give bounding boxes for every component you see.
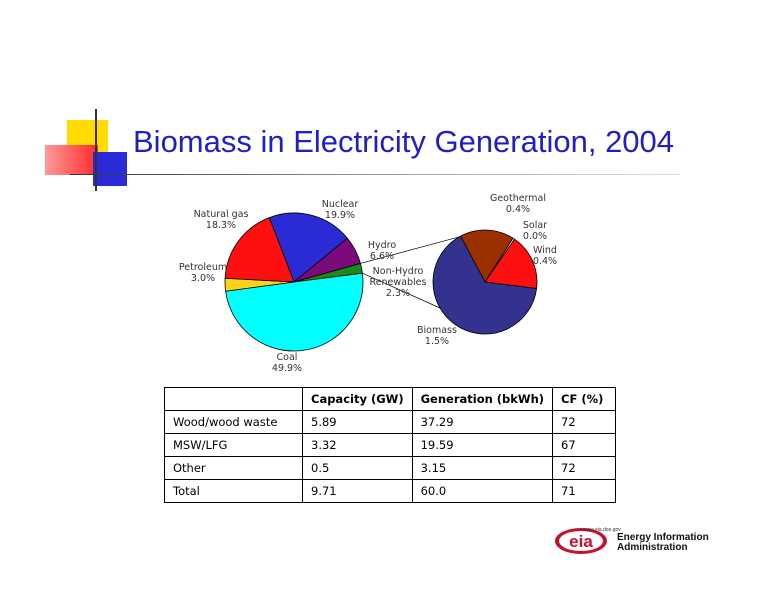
connector-line bbox=[362, 272, 441, 309]
capacity-table: Capacity (GW) Generation (bkWh) CF (%) W… bbox=[164, 387, 617, 503]
logo-agency-name: Energy Information Administration bbox=[617, 533, 709, 553]
table-cell: 5.89 bbox=[302, 410, 413, 434]
table-row: MSW/LFG 3.32 19.59 67 bbox=[164, 433, 617, 457]
pie-slice-wind bbox=[484, 238, 538, 289]
table-cell: 72 bbox=[552, 410, 617, 434]
table-cell: 37.29 bbox=[411, 410, 554, 434]
table-cell: MSW/LFG bbox=[164, 433, 303, 457]
table-cell: 9.71 bbox=[302, 479, 413, 503]
data-label-hydro: Hydro 6.6% bbox=[368, 240, 396, 262]
data-label-petroleum: Petroleum 3.0% bbox=[179, 262, 227, 284]
table-row: Wood/wood waste 5.89 37.29 72 bbox=[164, 410, 617, 434]
deco-horizontal-line bbox=[70, 174, 680, 175]
pie-slice-natural-gas bbox=[224, 217, 295, 283]
table-row: Total 9.71 60.0 71 bbox=[164, 479, 617, 503]
data-label-wind: Wind 0.4% bbox=[533, 245, 557, 267]
logo-url: www.eia.doe.gov bbox=[583, 527, 621, 533]
data-label-natural-gas: Natural gas 18.3% bbox=[194, 209, 249, 231]
table-cell: 3.32 bbox=[302, 433, 413, 457]
slide-title: Biomass in Electricity Generation, 2004 bbox=[133, 124, 675, 159]
data-label-nuclear: Nuclear 19.9% bbox=[322, 199, 359, 221]
deco-blue-square bbox=[93, 152, 127, 186]
logo-line-2: Administration bbox=[617, 542, 688, 553]
connector-line bbox=[360, 236, 460, 264]
logo-line-1: Energy Information bbox=[617, 532, 709, 543]
pie-slice-nuclear bbox=[268, 212, 348, 283]
table-cell: 19.59 bbox=[411, 433, 554, 457]
table-cell: 67 bbox=[552, 433, 617, 457]
pie-slice-biomass bbox=[432, 235, 538, 335]
table-cell: Total bbox=[164, 479, 303, 503]
deco-vertical-line bbox=[95, 109, 97, 191]
eia-logo: eia bbox=[555, 528, 607, 554]
table-cell: Wood/wood waste bbox=[164, 410, 303, 434]
header-cell: CF (%) bbox=[552, 387, 617, 411]
header-cell bbox=[164, 387, 303, 411]
table-header-row: Capacity (GW) Generation (bkWh) CF (%) bbox=[164, 387, 617, 411]
table-cell: 3.15 bbox=[411, 456, 554, 480]
data-label-solar: Solar 0.0% bbox=[523, 220, 547, 242]
data-label-coal: Coal 49.9% bbox=[272, 352, 302, 374]
pie-slice-coal bbox=[225, 272, 364, 352]
table-cell: 72 bbox=[552, 456, 617, 480]
data-label-geothermal: Geothermal 0.4% bbox=[490, 193, 546, 215]
table-row: Other 0.5 3.15 72 bbox=[164, 456, 617, 480]
data-label-non-hydro-renewables: Non-Hydro Renewables 2.3% bbox=[370, 266, 427, 299]
table-cell: 71 bbox=[552, 479, 617, 503]
data-label-biomass: Biomass 1.5% bbox=[417, 325, 457, 347]
table-cell: Other bbox=[164, 456, 303, 480]
header-cell: Capacity (GW) bbox=[302, 387, 413, 411]
table-cell: 60.0 bbox=[411, 479, 554, 503]
header-cell: Generation (bkWh) bbox=[411, 387, 554, 411]
table-cell: 0.5 bbox=[302, 456, 413, 480]
deco-red-square bbox=[45, 145, 98, 175]
logo-mark: eia bbox=[569, 532, 593, 551]
